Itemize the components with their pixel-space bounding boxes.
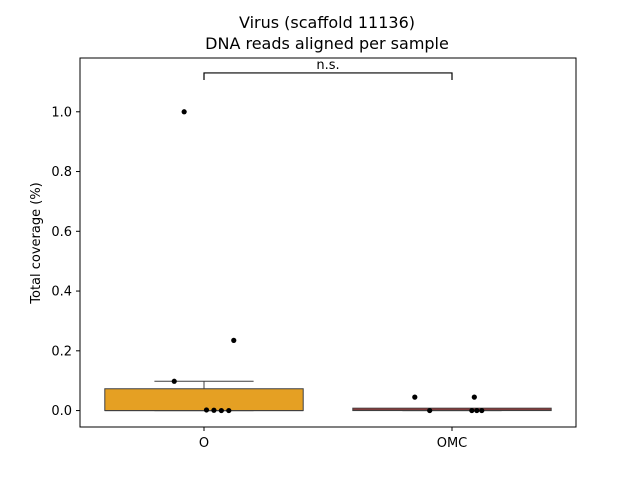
significance-bracket [203, 72, 453, 80]
data-point [474, 407, 480, 414]
data-point [226, 407, 232, 414]
y-tick-label: 1.0 [51, 105, 72, 120]
data-point [211, 407, 217, 413]
box-body-o [104, 388, 304, 412]
chart-title-line2: DNA reads aligned per sample [205, 34, 449, 53]
data-point [203, 407, 210, 413]
data-point [471, 394, 477, 400]
y-tick-label: 0.2 [51, 344, 72, 359]
data-point [412, 394, 418, 400]
data-point [479, 407, 485, 414]
y-tick-label: 0.4 [51, 285, 72, 300]
plot-area: 0.0 0.2 0.4 0.6 0.8 1.0 O OMC n.s. [51, 57, 577, 451]
box-body-omc [352, 407, 552, 412]
plot-frame [79, 57, 577, 428]
data-point [469, 407, 475, 414]
significance-label: n.s. [316, 58, 339, 73]
chart-title-line1: Virus (scaffold 11136) [239, 13, 415, 32]
x-tick-label: OMC [437, 436, 468, 451]
data-point [231, 337, 237, 343]
y-tick-label: 0.0 [51, 404, 72, 419]
y-axis-label: Total coverage (%) [29, 182, 44, 304]
y-tick-label: 0.8 [51, 165, 72, 180]
data-point [427, 407, 433, 414]
data-point [171, 378, 177, 384]
data-point [181, 109, 187, 115]
data-point [218, 407, 224, 414]
y-tick-label: 0.6 [51, 225, 72, 240]
x-tick-label: O [199, 436, 209, 451]
